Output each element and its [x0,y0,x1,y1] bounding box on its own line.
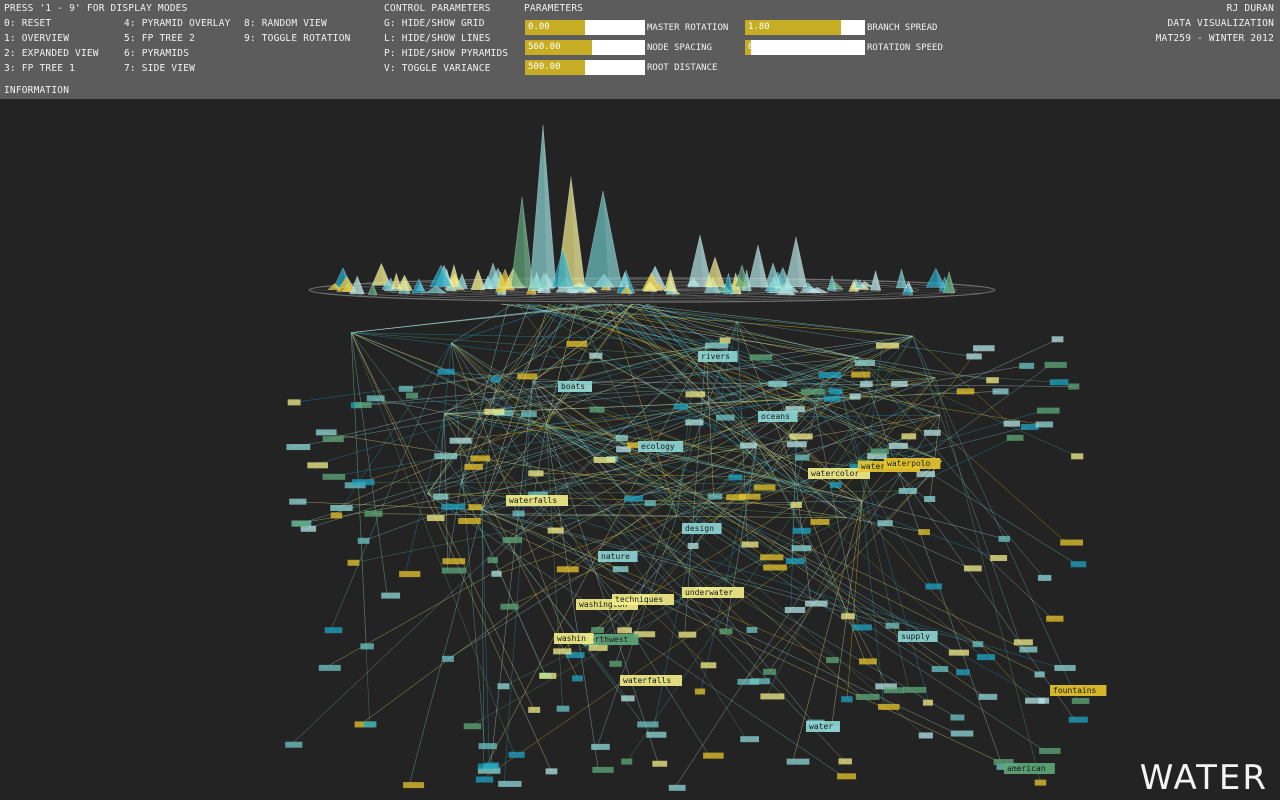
svg-text:supply: supply [901,632,930,641]
scene-title: WATER [1139,758,1268,798]
svg-text:water: water [809,722,833,731]
node-label[interactable]: supply [898,631,938,642]
node-label[interactable]: northwest [582,634,639,645]
branch-spread-value: 1.80 [748,22,770,32]
credit-term: MAT259 - WINTER 2012 [1155,33,1274,44]
parameters-heading: PARAMETERS [524,3,584,14]
node-label[interactable]: watercolor [808,468,870,479]
root-distance-value: 500.00 [528,62,561,72]
root-distance-label: ROOT DISTANCE [647,63,718,73]
rotation-speed-fill [745,40,751,55]
rotation-speed-label: ROTATION SPEED [867,43,943,53]
svg-text:american: american [1007,764,1046,773]
node-label[interactable]: techniques [612,594,674,605]
mode-toggle-rotation[interactable]: 9: TOGGLE ROTATION [244,33,351,44]
pyramid-layer [327,124,956,298]
node-label[interactable]: waterfalls [620,675,682,686]
mode-pyramids[interactable]: 6: PYRAMIDS [124,48,190,59]
toggle-variance[interactable]: V: TOGGLE VARIANCE [384,63,491,74]
node-spacing-label: NODE SPACING [647,43,713,53]
credit-author: RJ DURAN [1226,3,1274,14]
mode-expanded-view[interactable]: 2: EXPANDED VIEW [4,48,99,59]
root-distance-slider[interactable]: 500.00 [525,60,645,75]
svg-text:northwest: northwest [585,635,629,644]
svg-text:washin: washin [557,634,586,643]
node-label-layer: waterfalls watercolor underwater washington… [285,336,1107,791]
node-label[interactable]: fountains [1050,685,1107,696]
control-parameters-heading: CONTROL PARAMETERS [384,3,491,14]
svg-text:design: design [685,524,714,533]
node-label[interactable]: waterfalls [506,495,568,506]
svg-text:techniques: techniques [615,595,663,604]
master-rotation-slider[interactable]: 0.00 [525,20,645,35]
node-label[interactable]: rivers [698,351,738,362]
branch-spread-slider[interactable]: 1.80 [745,20,865,35]
svg-text:boats: boats [561,382,585,391]
mode-fp-tree-2[interactable]: 5: FP TREE 2 [124,33,196,44]
mode-random-view[interactable]: 8: RANDOM VIEW [244,18,327,29]
master-rotation-value: 0.00 [528,22,550,32]
node-label[interactable]: ecology [638,441,684,452]
node-label[interactable]: waterpolo [884,458,941,469]
branch-spread-label: BRANCH SPREAD [867,23,938,33]
svg-text:ecology: ecology [641,442,675,451]
node-label[interactable]: design [682,523,722,534]
mode-fp-tree-1[interactable]: 3: FP TREE 1 [4,63,76,74]
svg-text:waterfalls: waterfalls [509,496,557,505]
mode-reset[interactable]: 0: RESET [4,18,52,29]
svg-text:fountains: fountains [1053,686,1097,695]
svg-text:waterfalls: waterfalls [623,676,671,685]
display-modes-heading: PRESS '1 - 9' FOR DISPLAY MODES [4,3,188,14]
mode-overview[interactable]: 1: OVERVIEW [4,33,70,44]
node-label[interactable]: american [1004,763,1055,774]
fp-tree-visualization[interactable]: waterfalls watercolor underwater washington… [0,99,1280,800]
toggle-grid[interactable]: G: HIDE/SHOW GRID [384,18,485,29]
information-link[interactable]: INFORMATION [4,85,70,96]
svg-text:waterpolo: waterpolo [887,459,931,468]
svg-text:watercolor: watercolor [811,469,859,478]
root-distance-fill [525,60,585,75]
credit-course: DATA VISUALIZATION [1167,18,1274,29]
svg-text:nature: nature [601,552,630,561]
node-label[interactable]: washington [576,599,638,610]
svg-text:oceans: oceans [761,412,790,421]
node-spacing-slider[interactable]: 560.00 [525,40,645,55]
control-panel: PRESS '1 - 9' FOR DISPLAY MODES 0: RESET… [0,0,1280,99]
node-label[interactable]: oceans [758,411,798,422]
mode-side-view[interactable]: 7: SIDE VIEW [124,63,196,74]
master-rotation-label: MASTER ROTATION [647,23,729,33]
node-label[interactable]: boats [558,381,592,392]
rotation-speed-value: 0 [748,42,754,52]
node-label[interactable]: washin [554,633,594,644]
toggle-lines[interactable]: L: HIDE/SHOW LINES [384,33,491,44]
toggle-pyramids[interactable]: P: HIDE/SHOW PYRAMIDS [384,48,509,59]
svg-text:washington: washington [579,600,627,609]
node-spacing-fill [525,40,592,55]
node-label[interactable]: underwater [682,587,744,598]
node-spacing-value: 560.00 [528,42,561,52]
svg-text:rivers: rivers [701,352,730,361]
branch-spread-fill [745,20,841,35]
svg-text:underwater: underwater [685,588,733,597]
master-rotation-fill [525,20,585,35]
node-label[interactable]: nature [598,551,638,562]
mode-pyramid-overlay[interactable]: 4: PYRAMID OVERLAY [124,18,231,29]
node-label[interactable]: water [806,721,840,732]
rotation-speed-slider[interactable]: 0 [745,40,865,55]
